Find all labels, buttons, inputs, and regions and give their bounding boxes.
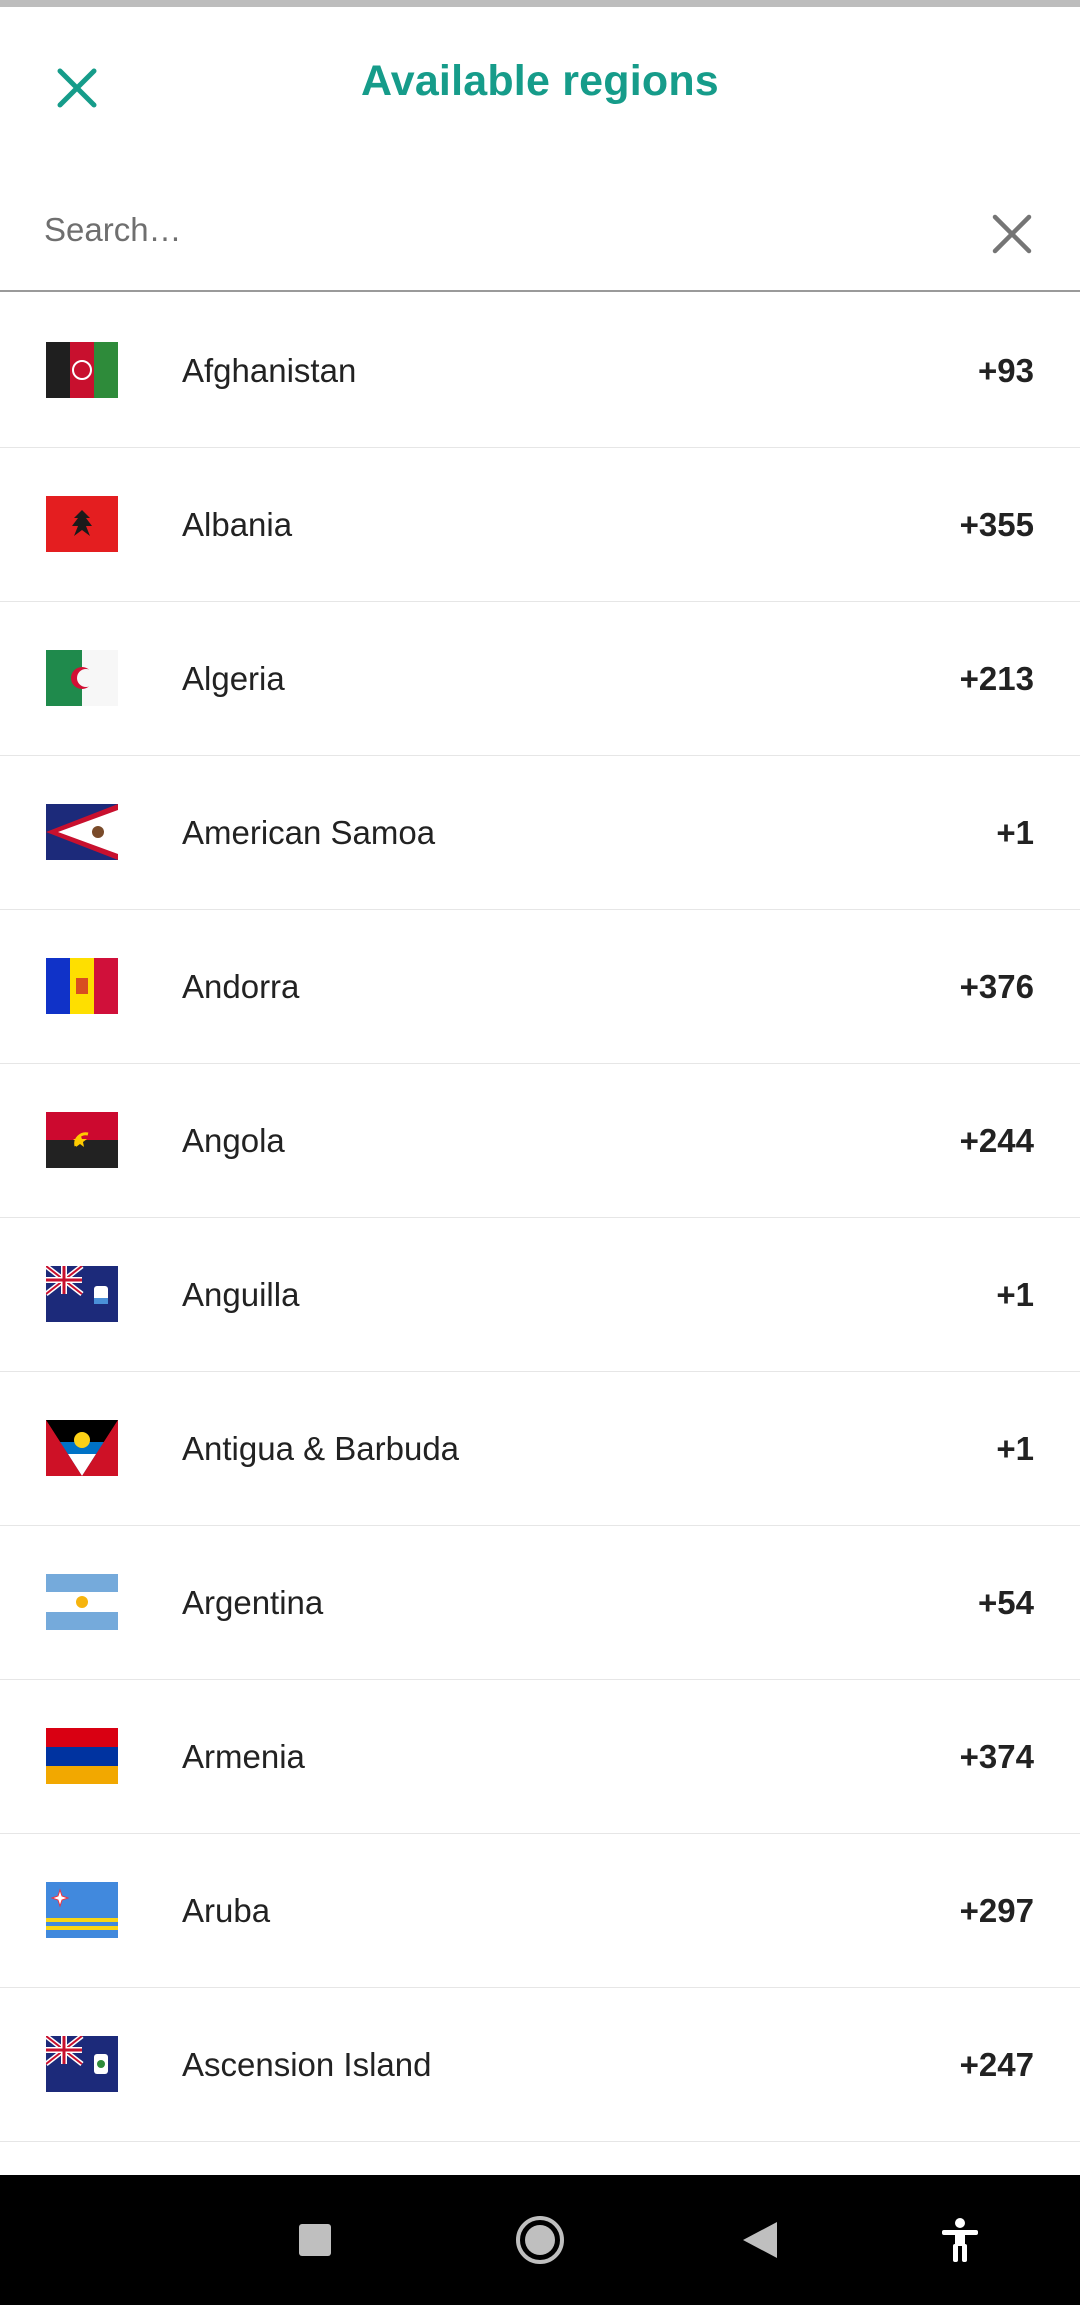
region-name: Albania — [182, 506, 293, 543]
region-row[interactable]: Algeria +213 — [0, 602, 1080, 756]
region-row[interactable]: Anguilla +1 — [0, 1218, 1080, 1372]
region-name: American Samoa — [182, 814, 436, 851]
region-code: +93 — [978, 352, 1034, 389]
region-code: +247 — [959, 2046, 1034, 2083]
flag-ad-icon — [46, 958, 118, 1014]
square-recents-icon — [299, 2224, 331, 2256]
region-code: +355 — [959, 506, 1034, 543]
region-row[interactable]: Afghanistan +93 — [0, 294, 1080, 448]
region-code: +297 — [959, 1892, 1034, 1929]
region-code: +244 — [959, 1122, 1034, 1159]
search-input[interactable] — [44, 190, 944, 270]
region-name: Aruba — [182, 1892, 271, 1929]
region-code: +374 — [959, 1738, 1034, 1775]
circle-home-icon — [516, 2216, 564, 2264]
flag-ao-icon — [46, 1112, 118, 1168]
triangle-back-icon — [743, 2222, 777, 2258]
back-button[interactable] — [720, 2200, 800, 2280]
region-row[interactable]: American Samoa +1 — [0, 756, 1080, 910]
close-button[interactable] — [40, 51, 114, 125]
recents-button[interactable] — [275, 2200, 355, 2280]
region-code: +376 — [959, 968, 1034, 1005]
region-code: +1 — [996, 1430, 1034, 1467]
region-row[interactable]: Angola +244 — [0, 1064, 1080, 1218]
region-row[interactable]: Aruba +297 — [0, 1834, 1080, 1988]
flag-am-icon — [46, 1728, 118, 1784]
region-row[interactable]: Ascension Island +247 — [0, 1988, 1080, 2142]
flag-ar-icon — [46, 1574, 118, 1630]
region-row[interactable]: Andorra +376 — [0, 910, 1080, 1064]
region-code: +1 — [996, 1276, 1034, 1313]
region-code: +54 — [978, 1584, 1034, 1621]
status-strip — [0, 0, 1080, 7]
region-row[interactable]: Antigua & Barbuda +1 — [0, 1372, 1080, 1526]
region-name: Afghanistan — [182, 352, 357, 389]
region-name: Ascension Island — [182, 2046, 432, 2083]
region-row[interactable]: Armenia +374 — [0, 1680, 1080, 1834]
flag-ag-icon — [46, 1420, 118, 1476]
flag-al-icon — [46, 496, 118, 552]
flag-aw-icon — [46, 1882, 118, 1938]
flag-as-icon — [46, 804, 118, 860]
search-bar — [0, 168, 1080, 292]
flag-af-icon — [46, 342, 118, 398]
region-name: Andorra — [182, 968, 300, 1005]
accessibility-icon — [942, 2218, 978, 2262]
region-name: Anguilla — [182, 1276, 300, 1313]
region-code: +213 — [959, 660, 1034, 697]
clear-search-button[interactable] — [982, 204, 1042, 264]
region-name: Algeria — [182, 660, 285, 697]
flag-ac-icon — [46, 2036, 118, 2092]
region-name: Antigua & Barbuda — [182, 1430, 460, 1467]
system-nav-bar — [0, 2175, 1080, 2305]
header: Available regions — [0, 7, 1080, 157]
region-name: Angola — [182, 1122, 285, 1159]
close-icon — [57, 68, 97, 108]
region-row[interactable]: Argentina +54 — [0, 1526, 1080, 1680]
region-row[interactable]: Albania +355 — [0, 448, 1080, 602]
flag-ai-icon — [46, 1266, 118, 1322]
region-name: Armenia — [182, 1738, 305, 1775]
page-title: Available regions — [361, 57, 719, 105]
region-list: Afghanistan +93 Albania +355 — [0, 294, 1080, 2142]
region-name: Argentina — [182, 1584, 324, 1621]
flag-dz-icon — [46, 650, 118, 706]
region-code: +1 — [996, 814, 1034, 851]
accessibility-button[interactable] — [920, 2200, 1000, 2280]
home-button[interactable] — [500, 2200, 580, 2280]
clear-icon — [992, 214, 1032, 254]
